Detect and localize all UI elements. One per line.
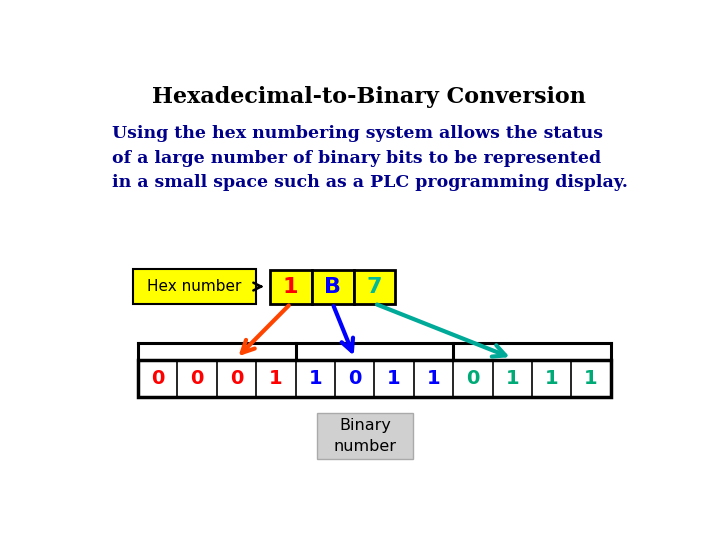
Text: 1: 1 — [387, 369, 401, 388]
Text: 1: 1 — [308, 369, 322, 388]
Text: 1: 1 — [283, 276, 299, 296]
Text: 0: 0 — [348, 369, 361, 388]
Bar — [270, 269, 312, 303]
Bar — [354, 269, 395, 303]
FancyBboxPatch shape — [317, 413, 413, 458]
Text: 1: 1 — [505, 369, 519, 388]
Text: 0: 0 — [467, 369, 480, 388]
Text: Using the hex numbering system allows the status
of a large number of binary bit: Using the hex numbering system allows th… — [112, 125, 628, 192]
Text: 7: 7 — [366, 276, 382, 296]
Text: Hexadecimal-to-Binary Conversion: Hexadecimal-to-Binary Conversion — [152, 86, 586, 109]
Text: Hex number: Hex number — [148, 279, 242, 294]
FancyBboxPatch shape — [133, 269, 256, 304]
Text: 1: 1 — [585, 369, 598, 388]
Text: 1: 1 — [427, 369, 441, 388]
Bar — [138, 360, 611, 397]
Text: 0: 0 — [151, 369, 164, 388]
Text: Binary
number: Binary number — [333, 418, 397, 454]
Text: 1: 1 — [269, 369, 283, 388]
Text: 1: 1 — [545, 369, 559, 388]
Bar — [312, 269, 354, 303]
Text: 0: 0 — [230, 369, 243, 388]
Text: 0: 0 — [191, 369, 204, 388]
Text: B: B — [324, 276, 341, 296]
